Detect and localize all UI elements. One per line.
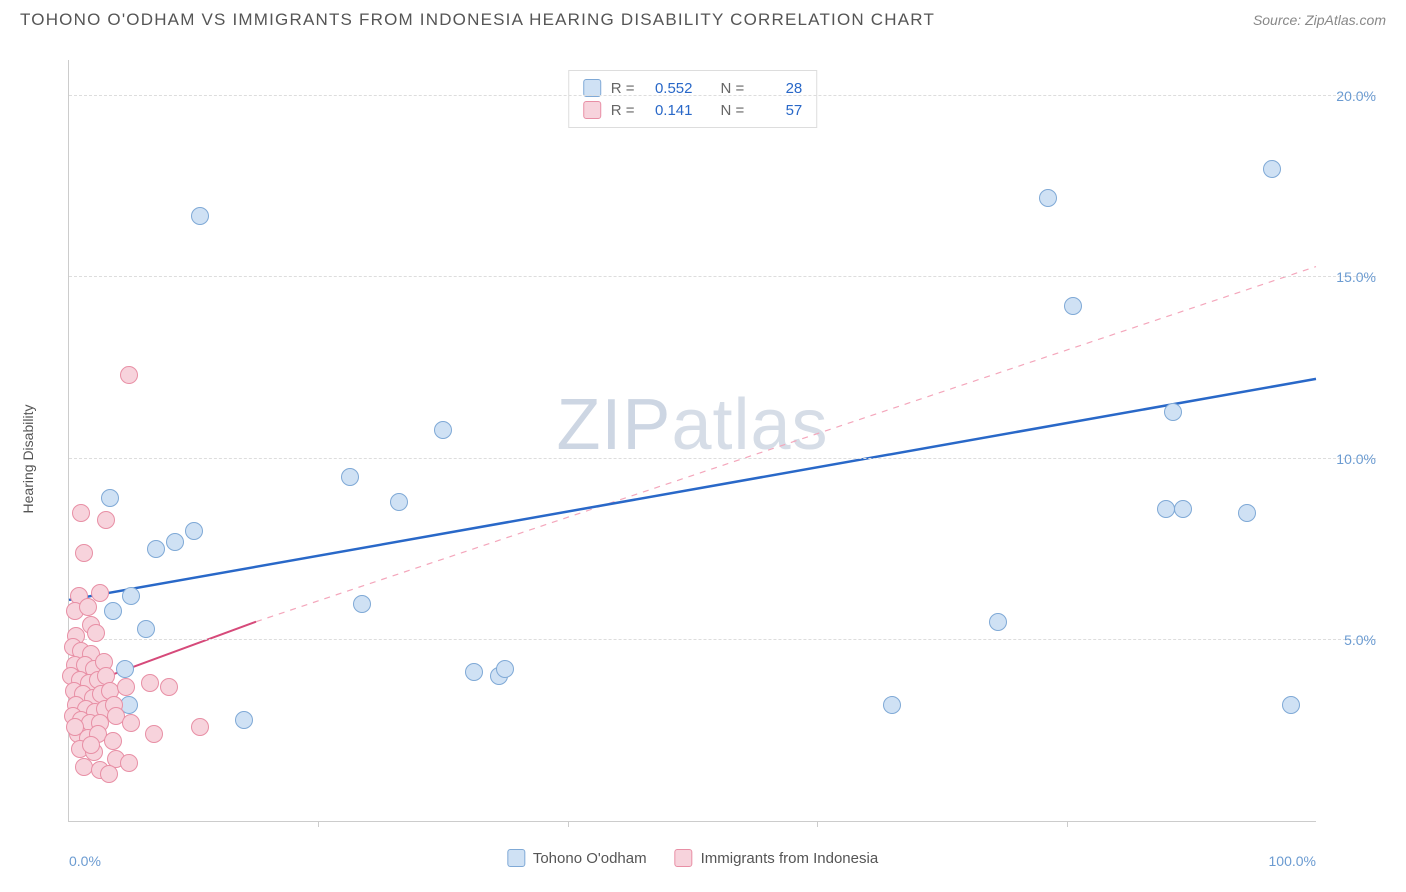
stats-r-label: R = <box>611 80 635 97</box>
scatter-point-tohono <box>104 602 122 620</box>
x-tick <box>1067 821 1068 827</box>
x-tick <box>817 821 818 827</box>
stats-box: R = 0.552 N = 28 R = 0.141 N = 57 <box>568 70 818 128</box>
scatter-point-indonesia <box>75 544 93 562</box>
y-tick-label: 10.0% <box>1321 451 1376 467</box>
gridline <box>69 458 1376 459</box>
watermark-atlas: atlas <box>671 385 828 465</box>
y-axis-label: Hearing Disability <box>20 405 36 514</box>
header: TOHONO O'ODHAM VS IMMIGRANTS FROM INDONE… <box>0 0 1406 30</box>
scatter-point-indonesia <box>100 765 118 783</box>
stats-n-value-indonesia: 57 <box>754 102 802 119</box>
legend-item-indonesia: Immigrants from Indonesia <box>675 849 879 867</box>
scatter-point-tohono <box>137 620 155 638</box>
scatter-point-indonesia <box>82 736 100 754</box>
legend-item-tohono: Tohono O'odham <box>507 849 647 867</box>
scatter-point-tohono <box>147 540 165 558</box>
scatter-point-indonesia <box>120 754 138 772</box>
scatter-point-tohono <box>390 493 408 511</box>
trendlines-layer <box>69 60 1316 821</box>
stats-r-value-tohono: 0.552 <box>645 80 693 97</box>
x-tick <box>568 821 569 827</box>
x-tick-label: 0.0% <box>69 853 101 869</box>
swatch-tohono <box>507 849 525 867</box>
scatter-point-tohono <box>989 613 1007 631</box>
watermark: ZIPatlas <box>556 384 828 466</box>
scatter-point-indonesia <box>122 714 140 732</box>
bottom-legend: Tohono O'odham Immigrants from Indonesia <box>507 849 878 867</box>
scatter-point-tohono <box>1039 189 1057 207</box>
stats-r-label: R = <box>611 102 635 119</box>
watermark-zip: ZIP <box>556 385 671 465</box>
scatter-point-indonesia <box>87 624 105 642</box>
scatter-point-indonesia <box>75 758 93 776</box>
stats-n-value-tohono: 28 <box>754 80 802 97</box>
scatter-point-indonesia <box>120 366 138 384</box>
y-tick-label: 15.0% <box>1321 269 1376 285</box>
scatter-point-tohono <box>1174 500 1192 518</box>
stats-n-label: N = <box>721 102 745 119</box>
scatter-point-tohono <box>116 660 134 678</box>
legend-label-tohono: Tohono O'odham <box>533 850 647 867</box>
scatter-point-indonesia <box>141 674 159 692</box>
scatter-point-indonesia <box>91 584 109 602</box>
plot-area: ZIPatlas R = 0.552 N = 28 R = 0.141 N = … <box>68 60 1316 822</box>
gridline <box>69 639 1376 640</box>
scatter-point-tohono <box>122 587 140 605</box>
stats-r-value-indonesia: 0.141 <box>645 102 693 119</box>
scatter-point-tohono <box>353 595 371 613</box>
scatter-point-indonesia <box>72 504 90 522</box>
y-tick-label: 20.0% <box>1321 88 1376 104</box>
gridline <box>69 276 1376 277</box>
trendline <box>256 267 1316 622</box>
scatter-point-tohono <box>235 711 253 729</box>
scatter-point-tohono <box>465 663 483 681</box>
scatter-point-tohono <box>496 660 514 678</box>
legend-label-indonesia: Immigrants from Indonesia <box>701 850 879 867</box>
gridline <box>69 95 1376 96</box>
scatter-point-tohono <box>883 696 901 714</box>
scatter-point-indonesia <box>97 511 115 529</box>
chart-container: Hearing Disability ZIPatlas R = 0.552 N … <box>20 46 1386 872</box>
scatter-point-tohono <box>191 207 209 225</box>
scatter-point-tohono <box>101 489 119 507</box>
x-tick <box>318 821 319 827</box>
y-tick-label: 5.0% <box>1321 632 1376 648</box>
scatter-point-tohono <box>1238 504 1256 522</box>
scatter-point-tohono <box>185 522 203 540</box>
scatter-point-indonesia <box>160 678 178 696</box>
scatter-point-indonesia <box>79 598 97 616</box>
swatch-indonesia <box>583 101 601 119</box>
scatter-point-indonesia <box>145 725 163 743</box>
stats-row-indonesia: R = 0.141 N = 57 <box>583 99 803 121</box>
scatter-point-tohono <box>1064 297 1082 315</box>
scatter-point-tohono <box>434 421 452 439</box>
scatter-point-tohono <box>1282 696 1300 714</box>
trendline <box>69 379 1316 600</box>
swatch-indonesia <box>675 849 693 867</box>
scatter-point-tohono <box>341 468 359 486</box>
x-tick-label: 100.0% <box>1269 853 1316 869</box>
scatter-point-tohono <box>1263 160 1281 178</box>
stats-n-label: N = <box>721 80 745 97</box>
source-attribution: Source: ZipAtlas.com <box>1253 12 1386 28</box>
scatter-point-indonesia <box>66 718 84 736</box>
scatter-point-tohono <box>166 533 184 551</box>
scatter-point-indonesia <box>191 718 209 736</box>
scatter-point-tohono <box>1164 403 1182 421</box>
scatter-point-indonesia <box>117 678 135 696</box>
chart-title: TOHONO O'ODHAM VS IMMIGRANTS FROM INDONE… <box>20 10 935 30</box>
scatter-point-indonesia <box>104 732 122 750</box>
